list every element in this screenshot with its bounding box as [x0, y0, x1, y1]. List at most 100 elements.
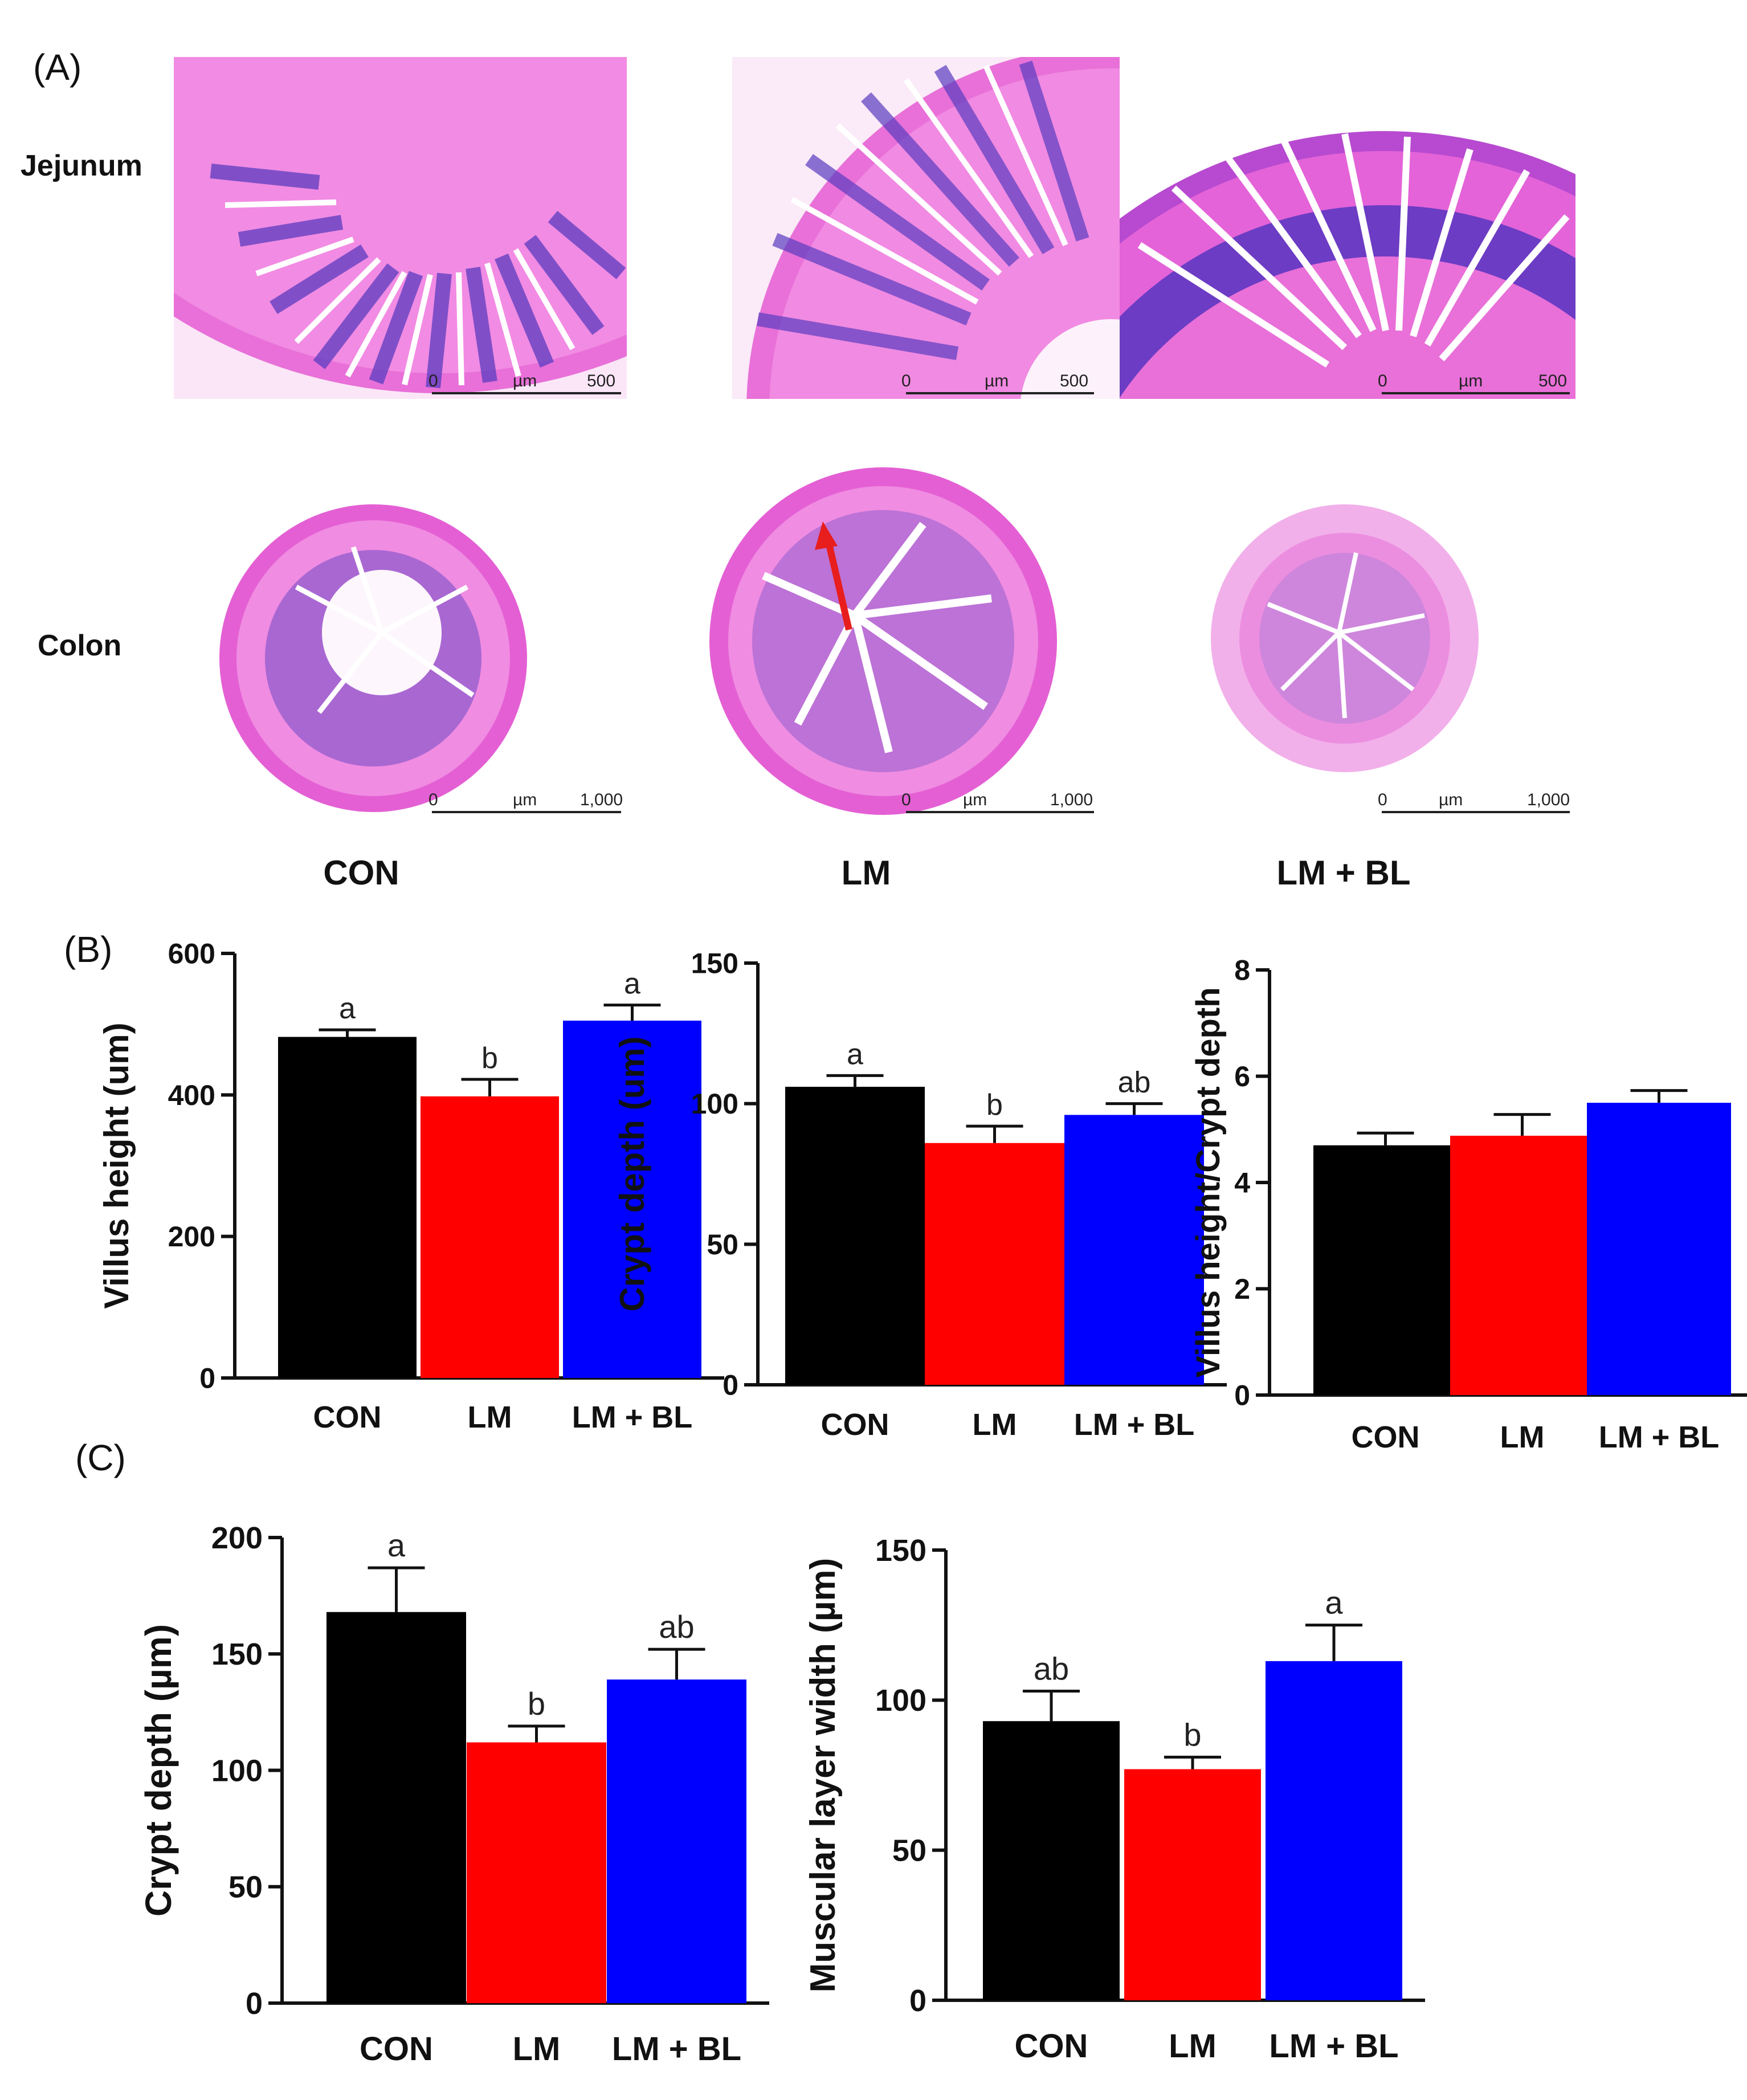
red-arrow-head: [815, 521, 838, 550]
group-label-lmbl: LM + BL: [1277, 854, 1411, 892]
scale-unit: µm: [963, 790, 987, 809]
scale-zero: 0: [1378, 372, 1387, 390]
y-tick-label: 8: [1234, 955, 1250, 986]
jejunum-lm-image: [732, 57, 1191, 399]
y-tick-label: 200: [211, 1521, 263, 1555]
scale-max: 1,000: [1527, 790, 1570, 809]
jejunum-lm-scalebar: 0 µm 500: [901, 372, 1094, 394]
scale-max: 500: [587, 372, 615, 390]
scale-max: 500: [1538, 372, 1567, 390]
colon-lmbl-image: [1211, 504, 1479, 772]
x-tick-label: CON: [313, 1400, 382, 1434]
bar-lm: [1124, 1769, 1261, 2000]
bar-con: [1313, 1145, 1458, 1395]
x-tick-label: CON: [360, 2030, 433, 2068]
bar-lm-bl: [607, 1679, 746, 2003]
significance-letter: ab: [659, 1609, 694, 1645]
scale-max: 1,000: [1050, 790, 1093, 809]
scale-zero: 0: [428, 790, 438, 809]
colon-lm-image: [709, 467, 1057, 815]
scale-unit: µm: [1459, 372, 1483, 390]
row-label-colon: Colon: [38, 629, 121, 662]
y-tick-label: 6: [1234, 1061, 1250, 1092]
significance-letter: ab: [1118, 1066, 1151, 1099]
bar-con: [785, 1087, 925, 1385]
significance-letter: ab: [1034, 1651, 1069, 1687]
y-tick-label: 50: [707, 1229, 738, 1261]
x-tick-label: CON: [1352, 1420, 1420, 1454]
y-tick-label: 50: [892, 1834, 926, 1868]
scale-max: 500: [1060, 372, 1088, 390]
colon-con-image: [219, 504, 527, 812]
y-tick-label: 600: [168, 938, 215, 970]
chart-b1: 0 200 400 600 Villus height (um) a CON b LM a LM +…: [97, 938, 724, 1434]
y-tick-label: 400: [168, 1079, 215, 1111]
red-arrow-shaft: [826, 543, 852, 631]
colon-lm-scalebar: 0 µm 1,000: [901, 790, 1094, 813]
significance-letter: a: [387, 1527, 406, 1563]
scale-max: 1,000: [580, 790, 623, 809]
bar-lm-bl: [1266, 1661, 1402, 2000]
colon-con-scalebar: 0 µm 1,000: [428, 790, 623, 813]
bar-lm: [421, 1096, 559, 1378]
chart-b2: 0 50 100 150 Crypt depth (um) a CON b LM ab LM + B…: [613, 948, 1227, 1442]
x-tick-label: LM: [513, 2030, 561, 2068]
y-axis-label: Crypt depth (um): [613, 1036, 651, 1311]
panel-label-b: (B): [64, 929, 112, 970]
scale-zero: 0: [901, 372, 911, 390]
significance-letter: a: [847, 1038, 863, 1071]
y-axis-label: Muscular layer width (µm): [803, 1558, 843, 1993]
y-tick-label: 150: [211, 1637, 263, 1671]
chart-c1: 0 50 100 150 200 Crypt depth (µm) a CON b LM ab LM …: [138, 1521, 769, 2068]
bar-lm-bl: [1587, 1103, 1731, 1395]
x-tick-label: LM: [468, 1400, 512, 1434]
significance-letter: b: [528, 1686, 545, 1722]
y-tick-label: 2: [1234, 1273, 1250, 1305]
jejunum-lmbl-image: [1120, 57, 1575, 399]
significance-letter: a: [624, 968, 640, 1001]
y-tick-label: 150: [875, 1534, 926, 1568]
y-tick-label: 100: [211, 1754, 263, 1788]
significance-letter: b: [481, 1042, 498, 1075]
y-tick-label: 100: [691, 1088, 738, 1120]
y-tick-label: 0: [1234, 1380, 1250, 1412]
significance-letter: b: [986, 1088, 1003, 1122]
jejunum-con-scalebar: 0 µm 500: [428, 372, 621, 394]
panel-label-c: (C): [75, 1437, 126, 1478]
bar-con: [983, 1721, 1120, 2000]
x-tick-label: CON: [821, 1408, 889, 1442]
bar-con: [326, 1612, 466, 2003]
y-tick-label: 100: [875, 1683, 926, 1718]
scale-zero: 0: [901, 790, 911, 809]
row-label-jejunum: Jejunum: [21, 149, 142, 182]
x-tick-label: LM: [1500, 1420, 1545, 1454]
x-tick-label: LM: [1169, 2028, 1217, 2065]
x-tick-label: LM + BL: [1074, 1408, 1195, 1442]
bar-lm-bl: [563, 1020, 701, 1378]
x-tick-label: CON: [1015, 2028, 1088, 2065]
significance-letter: a: [1325, 1585, 1343, 1621]
y-tick-label: 0: [909, 1984, 926, 2018]
y-tick-label: 50: [228, 1870, 263, 1905]
bar-lm: [1450, 1135, 1594, 1395]
jejunum-lmbl-scalebar: 0 µm 500: [1378, 372, 1570, 394]
y-tick-label: 0: [723, 1369, 738, 1401]
significance-letter: b: [1183, 1716, 1201, 1752]
scale-unit: µm: [513, 372, 537, 390]
y-axis-label: Crypt depth (µm): [138, 1624, 179, 1916]
y-tick-label: 0: [246, 1987, 263, 2021]
scale-zero: 0: [428, 372, 438, 390]
x-tick-label: LM + BL: [1269, 2028, 1398, 2065]
panel-label-a: (A): [33, 47, 81, 88]
y-axis-label: Villus height/Crypt depth: [1190, 987, 1227, 1377]
x-tick-label: LM: [973, 1408, 1017, 1442]
chart-c2: 0 50 100 150 Muscular layer width (µm) ab CON b…: [803, 1534, 1425, 2065]
y-tick-label: 200: [168, 1221, 215, 1253]
bar-lm: [467, 1742, 606, 2003]
scale-unit: µm: [985, 372, 1009, 390]
x-tick-label: LM + BL: [612, 2030, 741, 2068]
y-axis-label: Villus height (um): [97, 1022, 136, 1308]
